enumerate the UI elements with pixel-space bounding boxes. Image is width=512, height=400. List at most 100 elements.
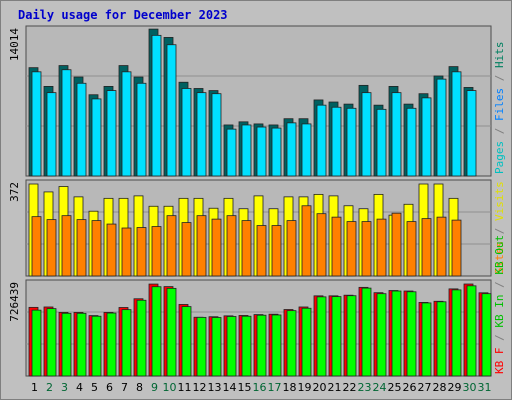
legend-entry-hits-files-pages-3: / <box>493 68 506 88</box>
bar-files-6 <box>106 90 117 177</box>
bar-sites-18 <box>286 220 297 277</box>
x-tick-label-6: 6 <box>106 381 113 394</box>
bar-sites-24 <box>376 218 387 277</box>
x-tick-label-16: 16 <box>253 381 267 394</box>
legend-hits-files-pages: Pages / Files / Hits <box>493 42 506 175</box>
legend-kb: KB F / KB In / KB Out <box>493 235 506 374</box>
bar-files-23 <box>361 92 372 177</box>
bar-files-21 <box>331 106 342 177</box>
x-tick-label-19: 19 <box>298 381 312 394</box>
x-tick-label-18: 18 <box>283 381 297 394</box>
bar-kb-in-13 <box>211 317 222 377</box>
bar-files-13 <box>211 93 222 177</box>
bar-kb-in-18 <box>286 310 297 377</box>
bar-kb-in-20 <box>316 296 327 377</box>
bar-sites-22 <box>346 221 357 277</box>
bar-kb-in-21 <box>331 296 342 377</box>
bar-sites-13 <box>211 218 222 277</box>
bar-sites-4 <box>76 219 87 277</box>
bar-files-1 <box>31 71 42 177</box>
legend-entry-kb-1: / <box>493 328 506 348</box>
bar-sites-28 <box>436 216 447 277</box>
bar-kb-in-10 <box>166 287 177 377</box>
chart-title: Daily usage for December 2023 <box>18 8 228 22</box>
bar-sites-11 <box>181 222 192 277</box>
bar-kb-in-8 <box>136 299 147 377</box>
legend-entry-visits-sites-0: Sites <box>493 241 506 274</box>
bar-files-25 <box>391 92 402 177</box>
bar-files-4 <box>76 82 87 177</box>
x-tick-label-20: 20 <box>313 381 327 394</box>
bar-files-12 <box>196 92 207 177</box>
bar-files-5 <box>91 98 102 177</box>
bar-files-17 <box>271 127 282 177</box>
bar-kb-in-6 <box>106 312 117 377</box>
legend-entry-visits-sites-1: / <box>493 221 506 241</box>
bar-kb-in-22 <box>346 295 357 377</box>
x-tick-label-13: 13 <box>208 381 222 394</box>
x-tick-label-31: 31 <box>478 381 492 394</box>
bar-files-22 <box>346 107 357 177</box>
ymax-label-kb: 726439 <box>8 282 21 322</box>
x-tick-label-2: 2 <box>46 381 53 394</box>
bar-files-8 <box>136 82 147 177</box>
x-tick-label-7: 7 <box>121 381 128 394</box>
bar-sites-2 <box>46 219 57 277</box>
legend-entry-hits-files-pages-1: / <box>493 121 506 141</box>
bar-files-15 <box>241 124 252 177</box>
bar-files-16 <box>256 126 267 177</box>
bar-files-19 <box>301 123 312 177</box>
bar-sites-14 <box>226 215 237 277</box>
bar-kb-in-23 <box>361 287 372 377</box>
bar-kb-in-12 <box>196 316 207 377</box>
bar-files-27 <box>421 97 432 177</box>
bar-sites-26 <box>406 221 417 277</box>
x-tick-label-23: 23 <box>358 381 372 394</box>
legend-entry-visits-sites-2: Visits <box>493 181 506 221</box>
bar-kb-in-25 <box>391 290 402 377</box>
bar-sites-25 <box>391 212 402 277</box>
bar-files-9 <box>151 34 162 177</box>
bar-sites-7 <box>121 227 132 277</box>
x-tick-label-21: 21 <box>328 381 342 394</box>
bar-files-10 <box>166 44 177 177</box>
bar-kb-in-3 <box>61 312 72 377</box>
bar-files-29 <box>451 71 462 177</box>
x-tick-label-10: 10 <box>163 381 177 394</box>
bar-kb-in-14 <box>226 316 237 377</box>
bar-kb-in-2 <box>46 308 57 377</box>
x-tick-label-14: 14 <box>223 381 237 394</box>
x-tick-label-12: 12 <box>193 381 207 394</box>
x-tick-label-26: 26 <box>403 381 417 394</box>
bar-sites-29 <box>451 219 462 277</box>
bar-files-24 <box>376 108 387 177</box>
bar-kb-in-15 <box>241 315 252 377</box>
legend-entry-hits-files-pages-0: Pages <box>493 141 506 174</box>
bar-kb-in-24 <box>376 293 387 377</box>
bar-sites-9 <box>151 226 162 277</box>
bar-kb-in-28 <box>436 301 447 377</box>
x-tick-label-30: 30 <box>463 381 477 394</box>
bar-kb-in-5 <box>91 315 102 377</box>
bar-kb-in-19 <box>301 307 312 377</box>
bar-kb-in-17 <box>271 314 282 377</box>
x-tick-label-15: 15 <box>238 381 252 394</box>
bar-sites-5 <box>91 220 102 277</box>
x-tick-label-5: 5 <box>91 381 98 394</box>
bar-files-3 <box>61 69 72 177</box>
ymax-label-hits-files-pages: 14014 <box>8 28 21 61</box>
bar-sites-16 <box>256 225 267 277</box>
bar-sites-19 <box>301 205 312 277</box>
bar-files-2 <box>46 92 57 177</box>
x-tick-label-24: 24 <box>373 381 387 394</box>
x-tick-label-28: 28 <box>433 381 447 394</box>
bar-sites-3 <box>61 215 72 277</box>
bar-kb-in-9 <box>151 286 162 377</box>
bar-kb-in-26 <box>406 291 417 377</box>
bar-kb-in-16 <box>256 314 267 377</box>
bar-sites-10 <box>166 215 177 277</box>
legend-visits-sites: Sites / Visits <box>493 181 506 274</box>
x-tick-label-8: 8 <box>136 381 143 394</box>
legend-entry-kb-3: / <box>493 275 506 295</box>
